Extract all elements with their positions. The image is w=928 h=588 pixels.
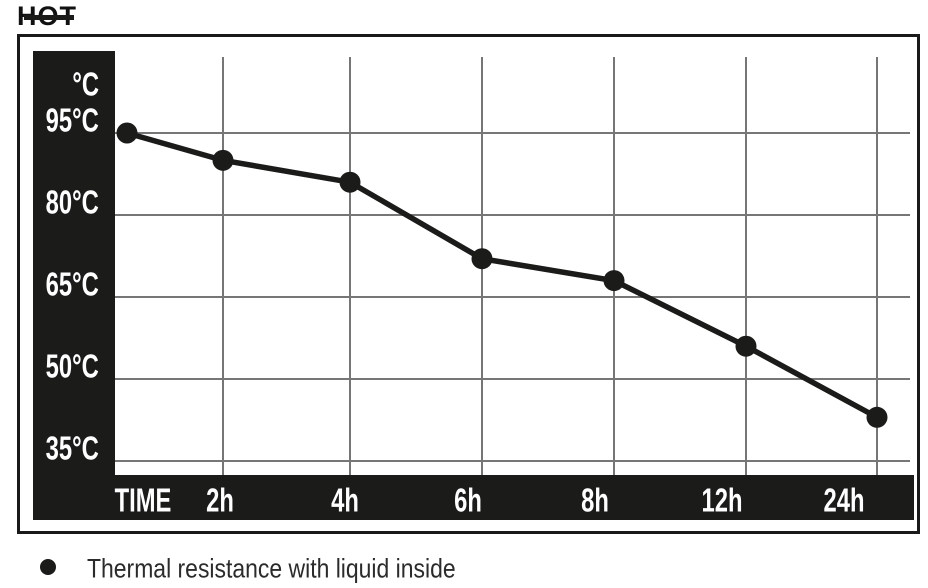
y-tick-label: 35°C [45, 429, 99, 467]
y-axis-unit-label: °C [72, 65, 99, 103]
x-axis-band [33, 475, 914, 520]
gridline-horizontal [115, 460, 910, 462]
legend-label: Thermal resistance with liquid inside [87, 553, 456, 584]
y-tick-label: 80°C [45, 183, 99, 221]
gridline-vertical [745, 57, 747, 475]
chart-frame [17, 34, 920, 534]
y-axis-band [33, 51, 115, 475]
gridline-vertical [481, 57, 483, 475]
gridline-horizontal [115, 378, 910, 380]
y-tick-label: 65°C [45, 265, 99, 303]
gridline-horizontal [115, 296, 910, 298]
legend: Thermal resistance with liquid inside [0, 15, 928, 588]
gridline-vertical [613, 57, 615, 475]
series-line-icon [24, 15, 74, 20]
y-tick-label: 50°C [45, 347, 99, 385]
gridline-horizontal [115, 132, 910, 134]
x-tick-label: TIME [114, 481, 172, 519]
gridline-vertical [349, 57, 351, 475]
x-tick-label: 24h [823, 481, 865, 519]
x-tick-label: 4h [331, 481, 359, 519]
y-tick-label: 95°C [45, 101, 99, 139]
x-tick-label: 12h [701, 481, 743, 519]
x-tick-label: 8h [581, 481, 609, 519]
series-dot-icon [40, 559, 56, 575]
gridline-horizontal [115, 214, 910, 216]
x-tick-label: 2h [206, 481, 234, 519]
x-tick-label: 6h [454, 481, 482, 519]
gridline-vertical [876, 57, 878, 475]
gridline-vertical [222, 57, 224, 475]
